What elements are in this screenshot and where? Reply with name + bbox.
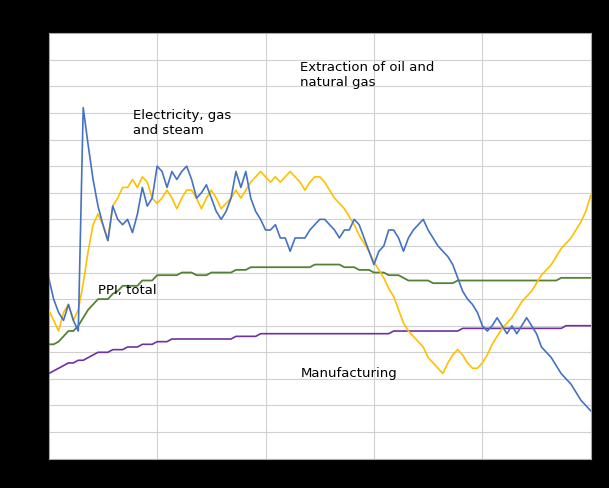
- Text: Electricity, gas
and steam: Electricity, gas and steam: [133, 108, 232, 137]
- Text: Extraction of oil and
natural gas: Extraction of oil and natural gas: [300, 61, 435, 89]
- Text: Manufacturing: Manufacturing: [300, 366, 397, 379]
- Text: PPI, total: PPI, total: [98, 284, 157, 297]
